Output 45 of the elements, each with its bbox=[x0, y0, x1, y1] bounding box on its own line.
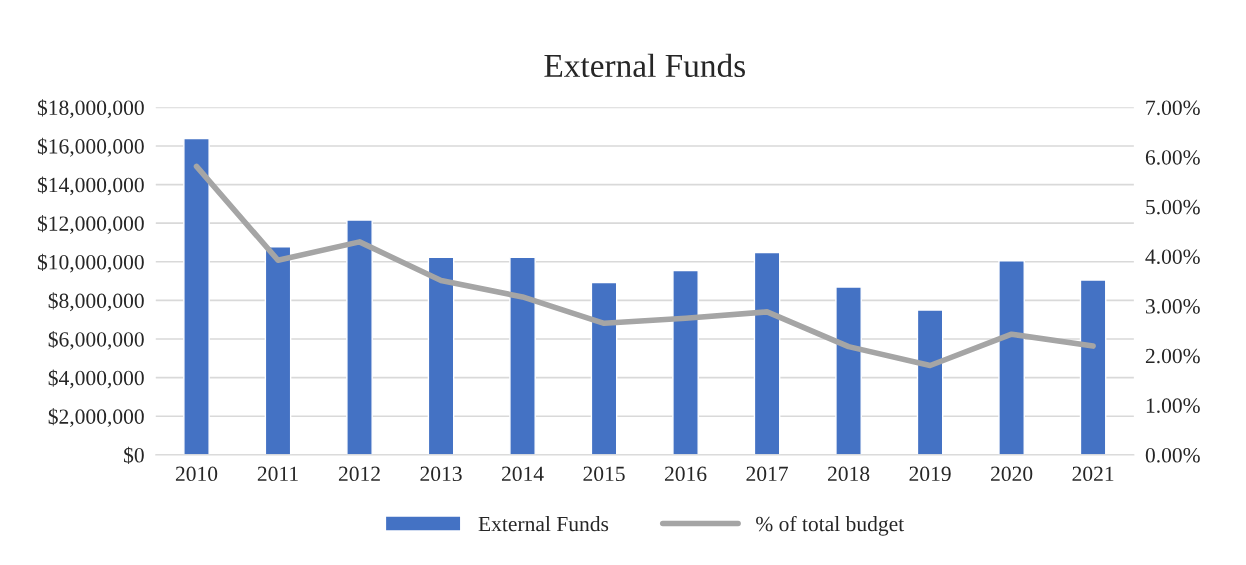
y2-tick-label: 3.00% bbox=[1146, 299, 1200, 314]
y2-tick-label: 7.00% bbox=[1146, 100, 1200, 116]
legend-label: % of total budget bbox=[756, 515, 905, 536]
bar bbox=[1079, 279, 1107, 455]
y-tick-label: $10,000,000 bbox=[37, 253, 144, 273]
bar bbox=[916, 309, 944, 455]
y-tick-label: $4,000,000 bbox=[48, 369, 144, 389]
y2-tick-label: 4.00% bbox=[1145, 249, 1200, 265]
y2-tick-label: 0.00% bbox=[1145, 447, 1200, 463]
y-tick-label: $2,000,000 bbox=[48, 408, 144, 427]
bar bbox=[672, 269, 699, 455]
x-tick-label: 2017 bbox=[746, 466, 788, 482]
x-tick-label: 2021 bbox=[1072, 466, 1114, 482]
y2-tick-label: 2.00% bbox=[1145, 348, 1200, 364]
y-tick-label: $6,000,000 bbox=[48, 330, 144, 350]
bar bbox=[346, 219, 373, 455]
bar bbox=[590, 281, 618, 455]
x-tick-label: 2018 bbox=[828, 466, 870, 482]
x-tick-label: 2012 bbox=[338, 466, 380, 482]
x-tick-label: 2014 bbox=[501, 466, 544, 482]
bar bbox=[427, 256, 455, 455]
legend-label: External Funds bbox=[478, 516, 609, 532]
y-tick-label: $14,000,000 bbox=[37, 176, 144, 196]
y2-tick-label: 1.00% bbox=[1146, 398, 1200, 413]
x-tick-label: 2015 bbox=[583, 466, 625, 482]
x-tick-label: 2010 bbox=[175, 466, 218, 482]
x-tick-label: 2016 bbox=[664, 466, 707, 482]
x-tick-label: 2019 bbox=[909, 466, 951, 482]
bar bbox=[509, 256, 536, 455]
x-tick-label: 2020 bbox=[991, 466, 1033, 482]
y-tick-label: $12,000,000 bbox=[37, 215, 144, 234]
x-tick-label: 2013 bbox=[420, 466, 462, 482]
y-tick-label: $0 bbox=[124, 446, 144, 464]
bar bbox=[753, 251, 781, 455]
x-tick-label: 2011 bbox=[257, 466, 298, 482]
y2-tick-label: 6.00% bbox=[1145, 150, 1200, 165]
y-tick-label: $16,000,000 bbox=[37, 137, 144, 157]
chart-title: External Funds bbox=[544, 53, 745, 78]
bar bbox=[998, 260, 1025, 455]
bar bbox=[183, 137, 210, 455]
y-tick-label: $18,000,000 bbox=[37, 99, 144, 119]
bar bbox=[264, 246, 292, 455]
y2-tick-label: 5.00% bbox=[1146, 199, 1200, 215]
bar bbox=[835, 286, 862, 455]
y-tick-label: $8,000,000 bbox=[48, 292, 144, 312]
